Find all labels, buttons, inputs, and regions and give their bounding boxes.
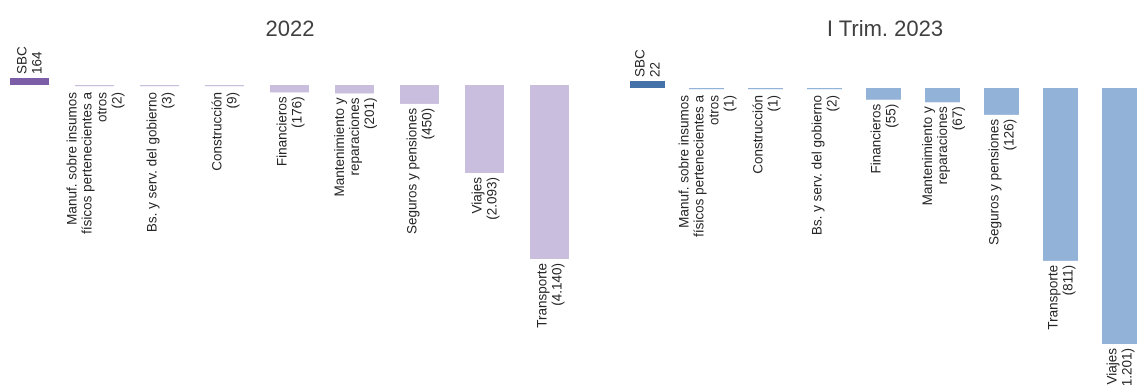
- bar-label-line-1-3-1: (2): [825, 95, 840, 112]
- bar-label-line-1-4-0: Financieros: [869, 103, 884, 173]
- bar-0-7: [465, 85, 504, 173]
- bar-label-line-0-2-0: Bs. y serv. del gobierno: [145, 92, 160, 232]
- bar-label-1-0: SBC22: [633, 49, 663, 77]
- bar-label-0-2: Bs. y serv. del gobierno(3): [145, 92, 175, 232]
- bar-label-0-3: Construcción(9): [210, 92, 240, 171]
- bar-1-6: [984, 88, 1019, 115]
- bar-label-line-0-6-0: Seguros y pensiones: [405, 108, 420, 234]
- bar-label-line-1-1-0: Manuf. sobre insumos: [677, 95, 692, 228]
- bar-label-line-1-3-0: Bs. y serv. del gobierno: [810, 95, 825, 235]
- bar-0-5: [335, 85, 374, 94]
- bar-label-1-1: Manuf. sobre insumosfísicos pertenecient…: [677, 95, 737, 237]
- bar-label-line-1-5-0: Mantenimiento y: [920, 106, 935, 205]
- bar-label-1-4: Financieros(55): [869, 103, 899, 173]
- bar-0-1: [75, 85, 114, 87]
- chart-title-2022: 2022: [266, 16, 315, 41]
- bar-label-line-1-7-0: Transporte: [1046, 265, 1061, 330]
- bar-label-line-0-1-2: otros: [95, 92, 110, 122]
- bar-1-5: [925, 88, 960, 103]
- bar-label-line-0-6-1: (450): [420, 108, 435, 140]
- bar-label-line-0-3-0: Construcción: [210, 92, 225, 171]
- bar-0-3: [205, 85, 244, 87]
- bar-label-line-1-7-1: (811): [1061, 265, 1076, 296]
- bar-label-0-4: Financieros(176): [275, 96, 305, 166]
- bar-0-2: [140, 85, 179, 87]
- bar-label-0-7: Viajes(2.093): [470, 177, 500, 220]
- bar-label-1-7: Transporte(811): [1046, 265, 1076, 330]
- chart-panel-2022: SBC164 Manuf. sobre insumosfísicos perten…: [10, 46, 569, 328]
- bar-1-2: [748, 88, 783, 90]
- bar-1-7: [1043, 88, 1078, 261]
- bar-1-4: [866, 88, 901, 100]
- bar-0-0: [10, 78, 49, 85]
- bar-label-line-0-4-0: Financieros: [275, 96, 290, 166]
- bar-label-line-0-1-1: físicos pertenecientes a: [80, 92, 95, 234]
- bar-label-line-1-0-1: 22: [648, 62, 663, 77]
- bar-label-line-1-4-1: (55): [884, 104, 899, 128]
- bar-1-0: [630, 81, 665, 88]
- bar-label-1-6: Seguros y pensiones(126): [987, 119, 1017, 245]
- bar-label-line-1-0-0: SBC: [633, 49, 648, 77]
- bar-label-line-1-2-1: (1): [766, 95, 781, 112]
- bar-1-8: [1102, 88, 1137, 344]
- bar-label-line-0-7-0: Viajes: [470, 177, 485, 214]
- bar-label-line-1-8-0: Viajes: [1105, 348, 1120, 385]
- bar-label-line-1-1-3: (1): [722, 95, 737, 112]
- bar-label-line-1-8-1: (1.201): [1120, 348, 1135, 385]
- bar-label-1-3: Bs. y serv. del gobierno(2): [810, 95, 840, 235]
- bar-label-line-0-4-1: (176): [290, 96, 305, 128]
- bar-label-line-1-6-1: (126): [1002, 119, 1017, 151]
- bar-label-line-1-1-1: físicos pertenecientes a: [692, 95, 707, 237]
- bar-label-line-0-2-1: (3): [160, 92, 175, 109]
- bar-label-line-1-5-2: (67): [950, 106, 965, 130]
- bar-label-line-0-5-0: Mantenimiento y: [332, 97, 347, 196]
- bar-label-0-5: Mantenimiento yreparaciones(201): [332, 97, 377, 196]
- bar-label-line-0-0-1: 164: [30, 51, 45, 74]
- bar-label-line-1-5-1: reparaciones: [935, 106, 950, 184]
- bar-label-line-0-1-0: Manuf. sobre insumos: [65, 92, 80, 225]
- bar-label-line-0-3-1: (9): [225, 92, 240, 109]
- bar-label-1-8: Viajes(1.201): [1105, 348, 1135, 385]
- bar-label-line-0-8-0: Transporte: [535, 263, 550, 328]
- bar-0-6: [400, 85, 439, 104]
- bar-label-line-0-1-3: (2): [110, 92, 125, 109]
- bar-label-0-8: Transporte(4.140): [535, 263, 565, 328]
- bar-label-line-1-6-0: Seguros y pensiones: [987, 119, 1002, 245]
- bar-label-line-0-5-2: (201): [362, 97, 377, 129]
- bar-label-line-0-0-0: SBC: [15, 46, 30, 74]
- bar-label-line-1-1-2: otros: [707, 95, 722, 125]
- bar-1-1: [689, 88, 724, 90]
- bar-0-4: [270, 85, 309, 93]
- bar-label-0-1: Manuf. sobre insumosfísicos pertenecient…: [65, 92, 125, 234]
- bar-label-0-0: SBC164: [15, 46, 45, 74]
- bar-label-1-2: Construcción(1): [751, 95, 781, 174]
- bar-label-line-0-7-1: (2.093): [485, 177, 500, 220]
- bar-label-line-0-5-1: reparaciones: [347, 97, 362, 175]
- bar-label-line-0-8-1: (4.140): [550, 263, 565, 306]
- chart-panel-q1-2023: SBC22 Manuf. sobre insumosfísicos pertene…: [630, 49, 1137, 385]
- bar-label-1-5: Mantenimiento yreparaciones(67): [920, 106, 965, 205]
- bar-label-0-6: Seguros y pensiones(450): [405, 108, 435, 234]
- bar-1-3: [807, 88, 842, 90]
- chart-title-q1-2023: I Trim. 2023: [827, 16, 943, 41]
- bar-label-line-1-2-0: Construcción: [751, 95, 766, 174]
- bar-0-8: [530, 85, 569, 259]
